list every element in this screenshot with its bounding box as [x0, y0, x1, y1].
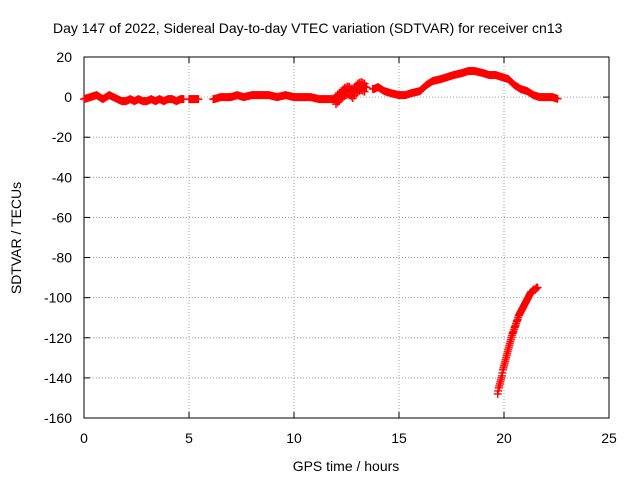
data-point [362, 83, 371, 92]
y-tick-label: -140 [44, 370, 72, 386]
x-tick-label: 20 [496, 430, 512, 446]
data-point [358, 78, 367, 87]
y-tick-label: 20 [56, 49, 72, 65]
plot-frame [83, 56, 610, 419]
axis-ticks [83, 56, 610, 419]
data-point [360, 79, 369, 88]
data-point [533, 283, 542, 292]
y-tick-label: -20 [52, 129, 72, 145]
data-point [360, 87, 369, 96]
y-tick-label: -100 [44, 290, 72, 306]
y-tick-label: -120 [44, 330, 72, 346]
x-tick-label: 15 [391, 430, 407, 446]
data-point [358, 86, 367, 95]
data-point [553, 94, 562, 103]
y-tick-label: -160 [44, 410, 72, 426]
chart-title: Day 147 of 2022, Sidereal Day-to-day VTE… [53, 20, 563, 36]
y-tick-labels: 20 0 -20 -40 -60 -80 -100 -120 -140 -160 [44, 49, 72, 426]
y-tick-label: -60 [52, 209, 72, 225]
grid-lines [84, 57, 609, 418]
y-tick-label: -40 [52, 169, 72, 185]
data-point [194, 95, 203, 104]
y-axis-label: SDTVAR / TECUs [8, 182, 24, 294]
x-tick-labels: 0 5 10 15 20 25 [80, 430, 617, 446]
data-points [80, 67, 562, 398]
x-axis-label: GPS time / hours [293, 458, 400, 474]
x-tick-label: 5 [185, 430, 193, 446]
x-tick-label: 10 [286, 430, 302, 446]
y-tick-label: -80 [52, 250, 72, 266]
x-tick-label: 0 [80, 430, 88, 446]
x-tick-label: 25 [601, 430, 617, 446]
y-tick-label: 0 [64, 89, 72, 105]
